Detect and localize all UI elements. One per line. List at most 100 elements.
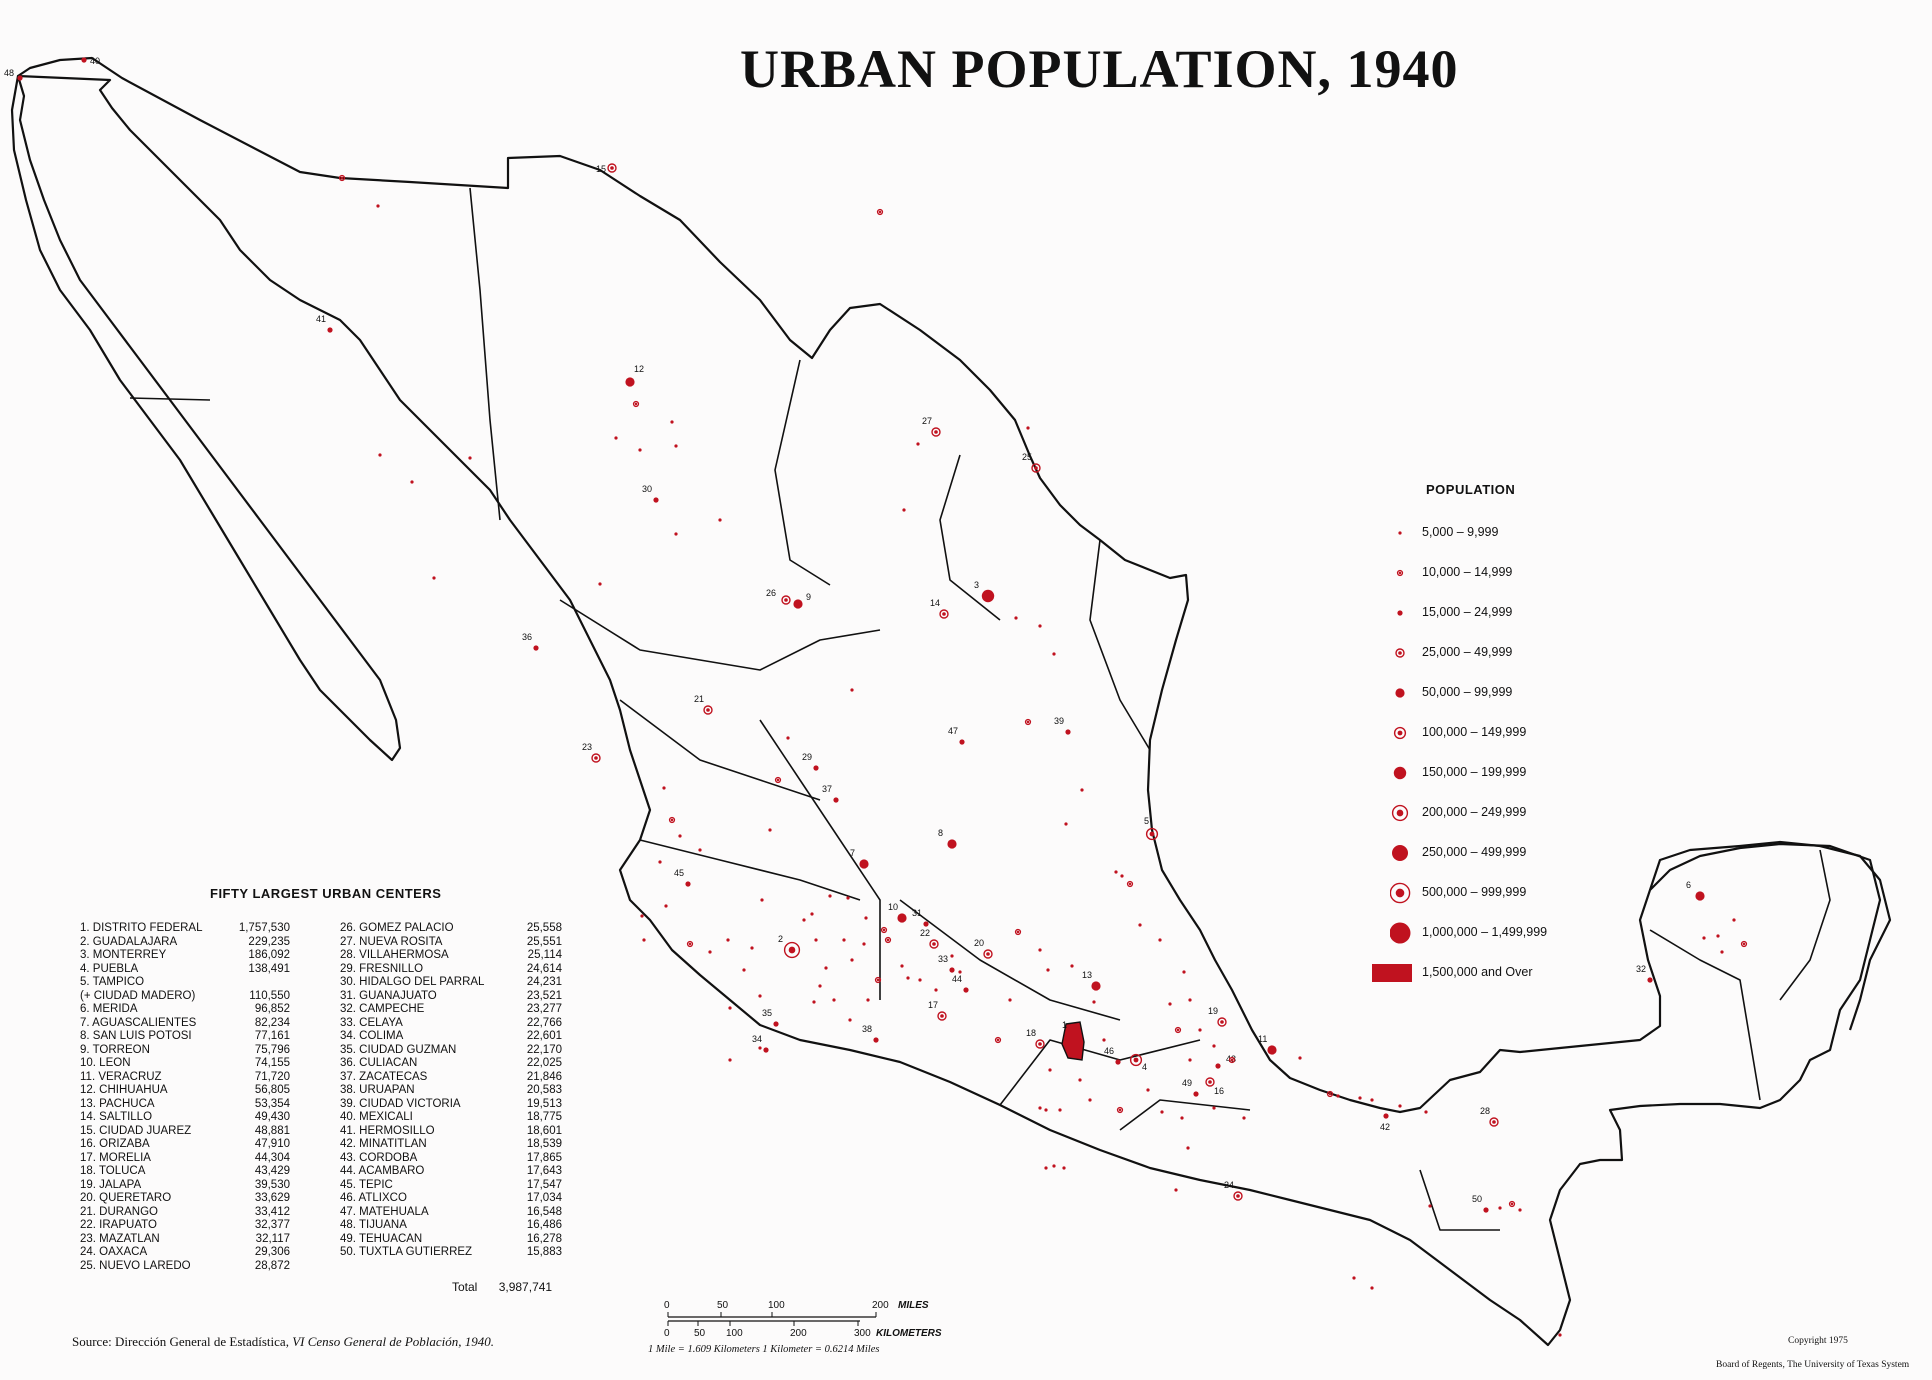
city-population: 25,558: [526, 922, 562, 934]
small-town-dot: [1026, 426, 1030, 430]
city-number-label: 19: [1208, 1006, 1218, 1016]
city-marker-47: [959, 739, 965, 745]
small-town-dot: [884, 936, 892, 944]
small-town-dot: [1168, 1002, 1172, 1006]
city-marker-18: [1035, 1039, 1045, 1049]
city-marker-32: [1647, 977, 1653, 983]
small-town-dot: [674, 532, 678, 536]
legend-item: 200,000 – 249,999: [1350, 802, 1610, 824]
city-number-label: 39: [1054, 716, 1064, 726]
scale-unit-km: KILOMETERS: [876, 1328, 942, 1339]
city-population: 17,643: [526, 1165, 562, 1177]
small-town-dot: [802, 918, 806, 922]
small-town-dot: [726, 938, 730, 942]
city-population: 16,486: [526, 1219, 562, 1231]
small-town-dot: [1198, 1028, 1202, 1032]
small-town-dot: [1014, 928, 1022, 936]
scale-label-miles: 200: [872, 1300, 889, 1311]
scale-label-km: 0: [664, 1328, 670, 1339]
city-number-label: 31: [912, 908, 922, 918]
city-name: 38. URUAPAN: [340, 1084, 415, 1096]
city-population: 16,278: [526, 1232, 562, 1245]
city-number-label: 11: [1258, 1034, 1267, 1044]
legend-symbol: [1398, 531, 1402, 535]
city-marker-11: [1267, 1045, 1277, 1055]
scale-label-miles: 100: [768, 1300, 785, 1311]
small-town-dot: [850, 688, 854, 692]
city-name: 12. CHIHUAHUA: [80, 1084, 168, 1096]
city-name: 13. PACHUCA: [80, 1097, 155, 1110]
small-town-dot: [1228, 1056, 1236, 1064]
small-town-dot: [1326, 1090, 1334, 1098]
small-town-dot: [958, 970, 962, 974]
small-town-dot: [842, 938, 846, 942]
city-population: 75,796: [254, 1043, 290, 1056]
small-town-dot: [758, 1046, 762, 1050]
legend-label: 1,000,000 – 1,499,999: [1422, 925, 1548, 939]
scale-unit-miles: MILES: [898, 1300, 929, 1311]
city-population: 22,766: [526, 1016, 562, 1029]
city-number-label: 28: [1480, 1106, 1490, 1116]
city-number-label: 40: [90, 56, 100, 66]
city-name: 48. TIJUANA: [340, 1219, 407, 1231]
city-population: 23,277: [526, 1003, 562, 1015]
city-marker-10: [897, 913, 907, 923]
source-italic: VI Censo General de Población,: [292, 1334, 462, 1349]
small-town-dot: [1186, 1146, 1190, 1150]
city-population: 71,720: [254, 1070, 290, 1083]
copyright: Copyright 1975: [1788, 1336, 1848, 1346]
city-name: 5. TAMPICO: [80, 976, 145, 988]
city-marker-24: [1233, 1191, 1243, 1201]
city-number-label: 38: [862, 1024, 872, 1034]
small-town-dot: [818, 984, 822, 988]
city-marker-26: [781, 595, 791, 605]
city-population: 53,354: [254, 1097, 290, 1110]
total-value: 3,987,741: [498, 1280, 553, 1294]
legend-symbol: [1397, 610, 1403, 616]
city-name: 2. GUADALAJARA: [80, 935, 178, 948]
small-town-dot: [662, 786, 666, 790]
city-population: 47,910: [254, 1138, 290, 1150]
small-town-dot: [814, 938, 818, 942]
small-town-dot: [1174, 1026, 1182, 1034]
small-town-dot: [598, 582, 602, 586]
city-population: 16,548: [526, 1205, 562, 1218]
city-name: 21. DURANGO: [80, 1205, 158, 1218]
city-marker-38: [873, 1037, 879, 1043]
scale-label-miles: 0: [664, 1300, 670, 1311]
city-population: 82,234: [254, 1016, 290, 1029]
city-name: 16. ORIZABA: [80, 1138, 150, 1150]
city-population: 19,513: [526, 1097, 562, 1110]
city-number-label: 3: [974, 580, 979, 590]
small-town-dot: [1120, 874, 1124, 878]
city-number-label: 41: [316, 314, 326, 324]
small-town-dot: [1138, 923, 1142, 927]
city-population: 22,170: [526, 1043, 562, 1056]
source-year: 1940.: [464, 1334, 495, 1349]
small-town-dot: [338, 174, 346, 182]
small-town-dot: [1044, 1108, 1048, 1112]
city-marker-9: [793, 599, 803, 609]
small-town-dot: [1088, 1098, 1092, 1102]
city-name: 1. DISTRITO FEDERAL: [80, 922, 203, 934]
legend-symbol: [1390, 882, 1411, 904]
city-number-label: 47: [948, 726, 958, 736]
small-town-dot: [876, 208, 884, 216]
small-town-dot: [1498, 1206, 1502, 1210]
small-town-dot: [1212, 1106, 1216, 1110]
city-population: 22,601: [526, 1030, 562, 1042]
small-town-dot: [638, 448, 642, 452]
city-name: 11. VERACRUZ: [80, 1070, 162, 1083]
city-marker-48: [17, 75, 23, 81]
legend-title: POPULATION: [1426, 482, 1516, 497]
small-town-dot: [1008, 998, 1012, 1002]
small-town-dot: [658, 860, 662, 864]
scale-label-km: 200: [790, 1328, 807, 1339]
small-town-dot: [642, 938, 646, 942]
city-population: 110,550: [249, 989, 290, 1002]
city-marker-34: [763, 1047, 769, 1053]
city-name: 39. CIUDAD VICTORIA: [340, 1097, 461, 1110]
small-town-dot: [1370, 1286, 1374, 1290]
